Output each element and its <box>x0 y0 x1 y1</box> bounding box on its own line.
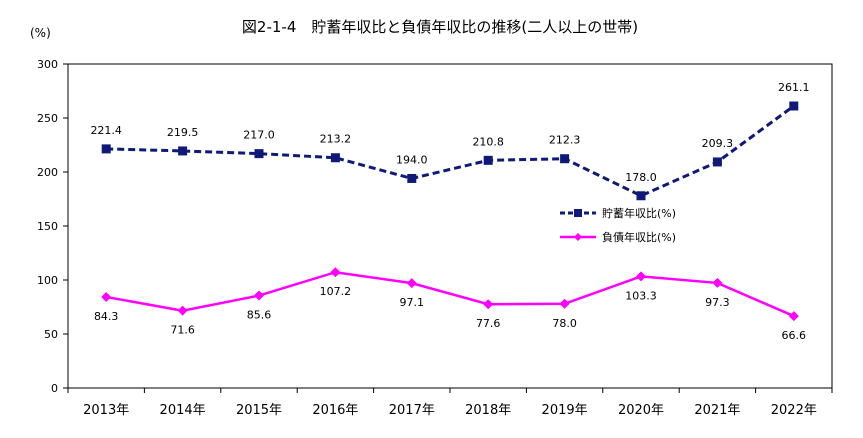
data-point <box>178 146 188 156</box>
data-point <box>712 277 723 288</box>
x-tick-label: 2013年 <box>83 403 129 418</box>
data-point <box>636 191 646 201</box>
data-point <box>560 154 570 164</box>
legend-marker <box>574 209 582 217</box>
data-label: 71.6 <box>170 324 195 337</box>
series-line <box>106 104 795 198</box>
x-tick-label: 2019年 <box>542 403 588 418</box>
data-label: 213.2 <box>320 133 352 146</box>
legend-label: 貯蓄年収比(%) <box>602 206 676 220</box>
legend-label: 負債年収比(%) <box>602 230 676 244</box>
y-tick-label: 300 <box>37 58 58 71</box>
y-tick-label: 250 <box>37 112 58 125</box>
data-point <box>330 267 341 278</box>
y-tick-label: 100 <box>37 274 58 287</box>
data-point <box>483 155 493 165</box>
x-tick-label: 2017年 <box>389 403 435 418</box>
data-point <box>712 157 722 167</box>
data-label: 85.6 <box>247 309 272 322</box>
data-point <box>254 290 264 301</box>
x-tick-label: 2018年 <box>465 403 511 418</box>
data-label: 103.3 <box>625 289 657 302</box>
x-tick-label: 2015年 <box>236 403 282 418</box>
data-label: 219.5 <box>167 126 199 139</box>
data-point <box>101 144 111 154</box>
x-tick-label: 2014年 <box>160 403 206 418</box>
data-label: 178.0 <box>625 171 657 184</box>
data-label: 107.2 <box>320 285 352 298</box>
data-label: 209.3 <box>702 137 734 150</box>
data-point <box>788 311 799 322</box>
data-point <box>407 173 417 183</box>
data-point <box>330 153 340 163</box>
legend-marker <box>574 233 582 241</box>
data-label: 77.6 <box>476 317 501 330</box>
data-point <box>254 149 264 159</box>
data-label: 78.0 <box>552 317 577 330</box>
y-tick-label: 200 <box>37 166 58 179</box>
data-label: 221.4 <box>90 124 122 137</box>
chart-title: 図2-1-4 貯蓄年収比と負債年収比の推移(二人以上の世帯) <box>241 18 639 36</box>
data-label: 84.3 <box>94 310 119 323</box>
data-label: 217.0 <box>243 129 275 142</box>
data-label: 194.0 <box>396 153 428 166</box>
y-tick-label: 150 <box>37 220 58 233</box>
data-label: 66.6 <box>782 329 807 342</box>
y-tick-label: 50 <box>44 328 58 341</box>
data-label: 261.1 <box>778 81 810 94</box>
y-axis-unit-label: (%) <box>30 26 51 40</box>
data-point <box>483 299 494 310</box>
data-label: 97.1 <box>400 296 425 309</box>
x-tick-label: 2021年 <box>694 403 740 418</box>
x-tick-label: 2022年 <box>771 403 817 418</box>
series-line <box>105 270 795 318</box>
x-tick-label: 2020年 <box>618 403 664 418</box>
y-tick-label: 0 <box>51 382 58 395</box>
data-label: 210.8 <box>472 135 504 148</box>
data-point <box>101 291 112 302</box>
x-tick-label: 2016年 <box>312 403 358 418</box>
data-label: 212.3 <box>549 134 581 147</box>
data-point <box>789 101 799 111</box>
data-point <box>406 278 417 289</box>
data-point <box>177 305 188 316</box>
data-label: 97.3 <box>705 296 730 309</box>
data-point <box>559 298 570 309</box>
data-point <box>636 271 646 282</box>
plot-area <box>67 63 833 389</box>
